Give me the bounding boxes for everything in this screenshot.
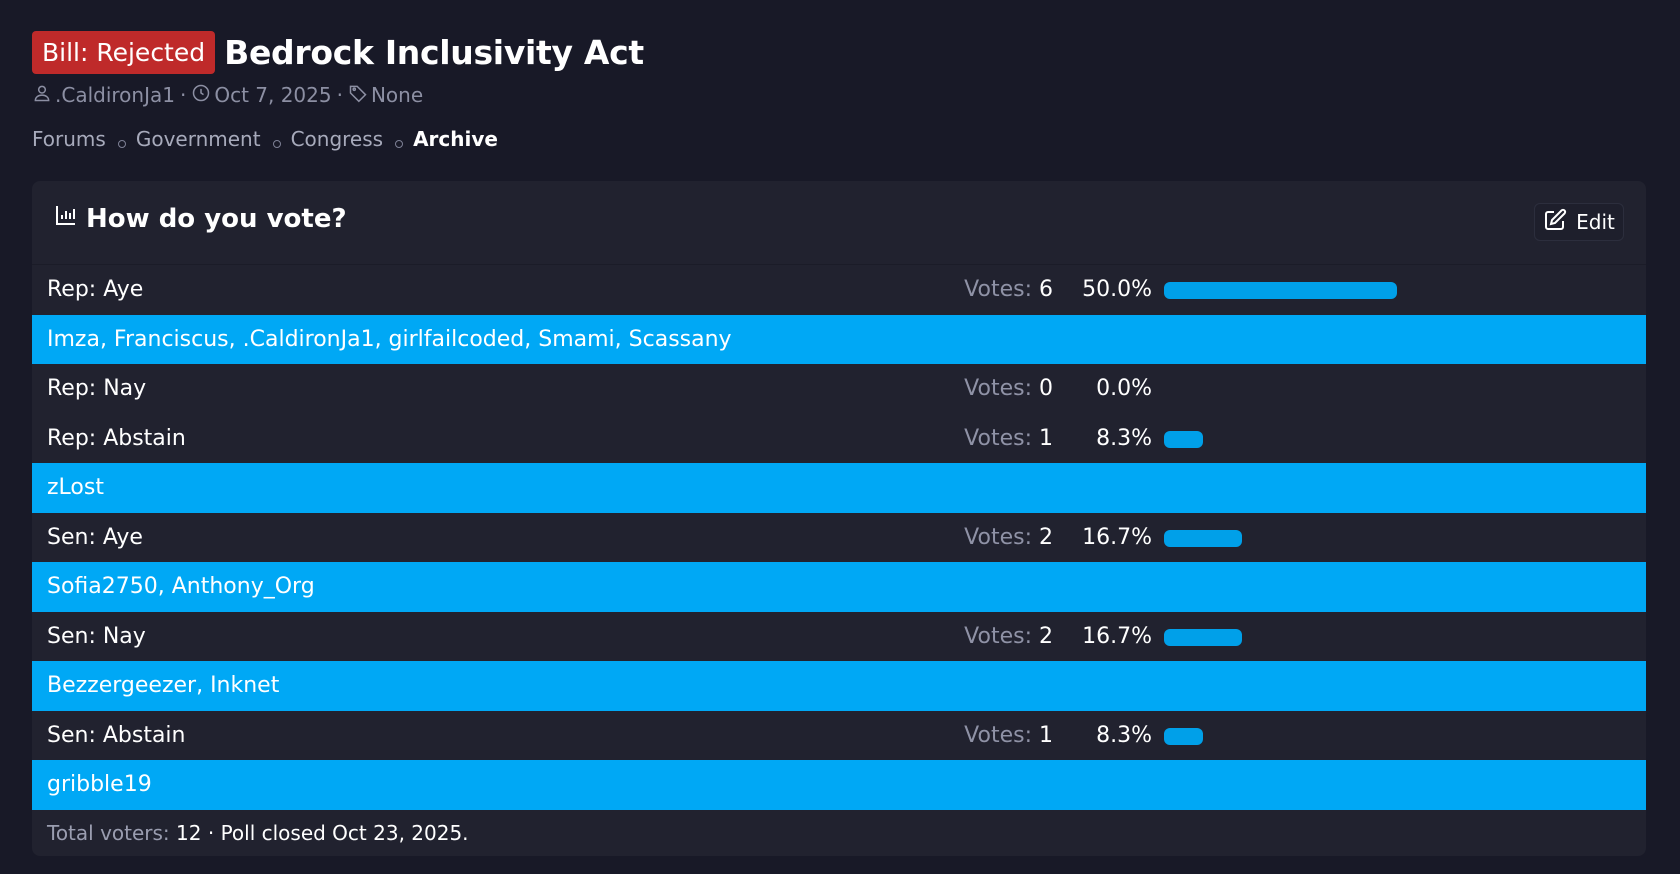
voter-list[interactable]: Sofia2750, Anthony_Org [47,574,315,599]
breadcrumb: Forums Government Congress Archive [32,124,644,154]
meta-separator: · [336,83,343,107]
edit-poll-button[interactable]: Edit [1534,203,1624,241]
poll-voters-sen-abstain: gribble19 [32,760,1646,810]
option-percent: 8.3% [1096,425,1152,451]
votes-count: 1 [1039,722,1053,748]
poll-option-sen-nay: Sen: Nay Votes: 2 16.7% [32,611,1646,662]
breadcrumb-separator [395,140,404,148]
votes-label: Votes: [964,623,1032,649]
option-label: Rep: Nay [47,376,147,401]
edit-icon [1543,208,1576,237]
option-percent: 0.0% [1096,376,1152,401]
option-percent: 8.3% [1096,722,1152,748]
voter-list[interactable]: zLost [47,475,104,500]
breadcrumb-archive[interactable]: Archive [413,127,498,151]
poll-option-rep-abstain: Rep: Abstain Votes: 1 8.3% [32,413,1646,464]
meta-separator: · [179,83,187,107]
poll-voters-rep-abstain: zLost [32,463,1646,513]
thread-prefix-badge[interactable]: Bill: Rejected [32,30,216,74]
voter-list[interactable]: gribble19 [47,772,152,797]
poll-option-sen-abstain: Sen: Abstain Votes: 1 8.3% [32,710,1646,761]
option-votes: Votes: 2 [964,513,1053,563]
votes-label: Votes: [964,524,1032,550]
voter-list[interactable]: Imza, Franciscus, .CaldironJa1, girlfail… [47,326,732,352]
poll-footer: Total voters: 12 · Poll closed Oct 23, 2… [47,821,469,845]
votes-count: 6 [1039,277,1053,302]
poll-question: How do you vote? [86,203,347,234]
option-votes: Votes: 0 [964,364,1053,414]
votes-count: 1 [1039,425,1053,451]
votes-count: 2 [1039,623,1053,649]
option-votes: Votes: 6 [964,265,1053,315]
poll-voters-sen-nay: Bezzergeezer, Inknet [32,661,1646,711]
poll-results: Rep: Aye Votes: 6 50.0% Imza, Franciscus… [32,265,1646,810]
option-percent: 16.7% [1082,623,1152,649]
option-votes: Votes: 1 [964,414,1053,464]
poll-voters-sen-aye: Sofia2750, Anthony_Org [32,562,1646,612]
poll-title: How do you vote? [54,203,347,234]
edit-label: Edit [1576,210,1615,234]
breadcrumb-government[interactable]: Government [135,127,261,151]
bar-chart-icon [54,203,86,234]
poll-option-rep-nay: Rep: Nay Votes: 0 0.0% [32,364,1646,414]
thread-tags: None [370,83,424,107]
voter-list[interactable]: Bezzergeezer, Inknet [47,673,280,698]
breadcrumb-forums[interactable]: Forums [32,127,106,151]
votes-label: Votes: [964,425,1032,451]
total-voters-label: Total voters: [47,821,170,845]
poll-voters-rep-aye: Imza, Franciscus, .CaldironJa1, girlfail… [32,314,1646,364]
votes-count: 0 [1039,376,1053,401]
thread-title-row: Bill: Rejected Bedrock Inclusivity Act [32,30,644,74]
votes-label: Votes: [964,376,1032,401]
user-icon [32,83,55,108]
tag-icon [348,83,371,108]
votes-label: Votes: [964,277,1032,302]
clock-icon [191,83,214,108]
option-label: Rep: Aye [47,277,144,302]
votes-count: 2 [1039,524,1053,550]
option-bar [1164,529,1242,547]
option-bar [1164,282,1397,299]
option-label: Sen: Nay [47,623,146,649]
thread-meta: .CaldironJa1 · Oct 7, 2025 · None [32,80,644,110]
thread-header: Bill: Rejected Bedrock Inclusivity Act .… [32,30,644,154]
footer-separator: · [207,821,215,845]
poll-option-rep-aye: Rep: Aye Votes: 6 50.0% [32,265,1646,315]
poll-header: How do you vote? Edit [32,181,1646,265]
thread-title: Bedrock Inclusivity Act [224,32,644,72]
option-percent: 50.0% [1082,277,1152,302]
total-voters-count: 12 [176,821,202,845]
option-label: Sen: Abstain [47,722,186,748]
poll-option-sen-aye: Sen: Aye Votes: 2 16.7% [32,512,1646,563]
option-bar [1164,727,1203,745]
option-label: Sen: Aye [47,524,143,550]
option-votes: Votes: 1 [964,711,1053,761]
thread-author[interactable]: .CaldironJa1 [55,83,175,107]
option-bar [1164,628,1242,646]
poll-block: How do you vote? Edit Rep: Aye Votes: 6 … [32,181,1646,856]
thread-date[interactable]: Oct 7, 2025 [214,83,332,107]
option-percent: 16.7% [1082,524,1152,550]
option-votes: Votes: 2 [964,612,1053,662]
option-bar [1164,430,1203,448]
option-label: Rep: Abstain [47,425,186,451]
breadcrumb-separator [117,140,126,148]
votes-label: Votes: [964,722,1032,748]
breadcrumb-congress[interactable]: Congress [290,127,384,151]
breadcrumb-separator [272,140,281,148]
poll-closed-text: Poll closed Oct 23, 2025. [220,821,469,845]
